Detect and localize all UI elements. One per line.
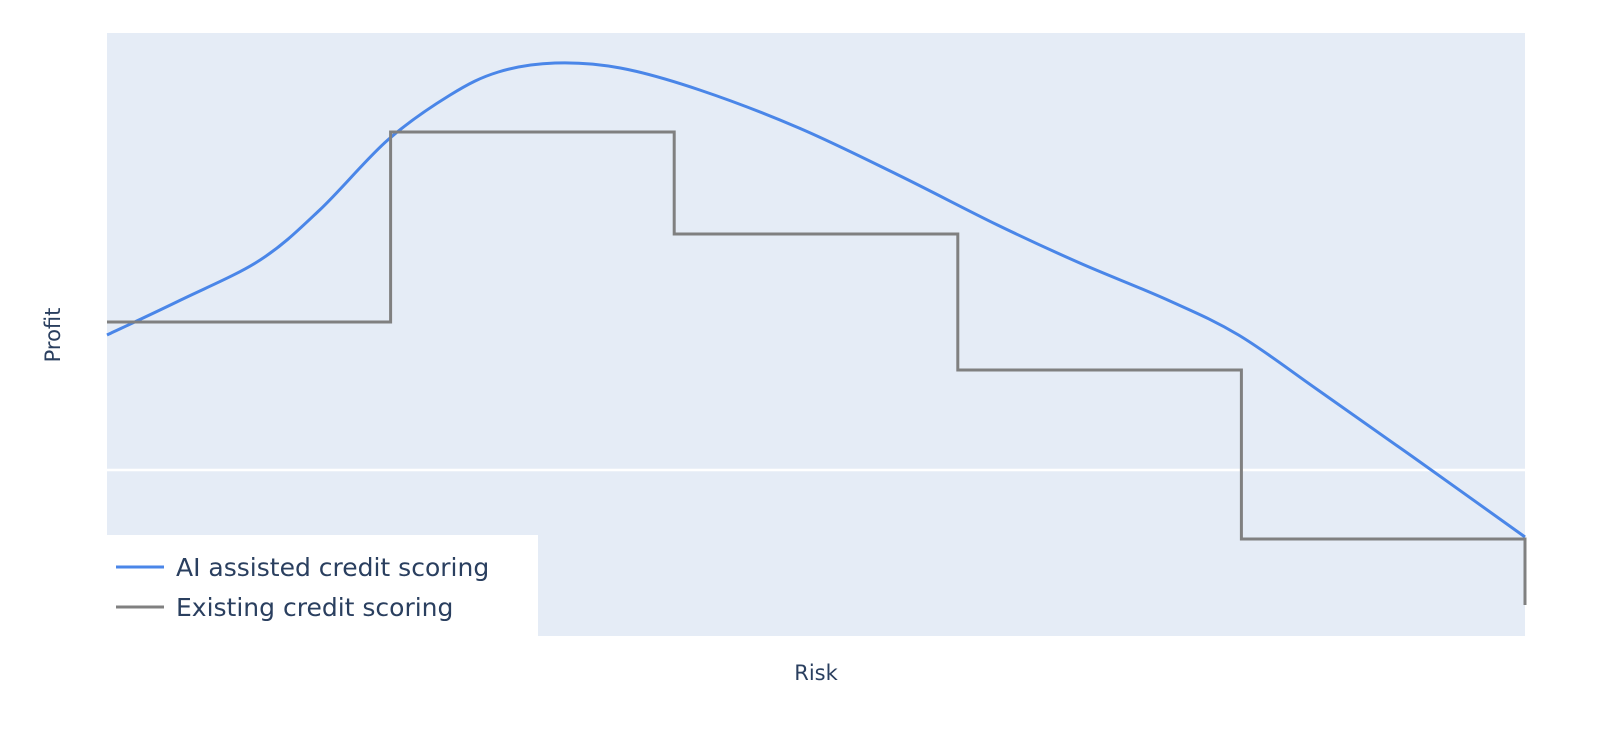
legend-label-ai[interactable]: AI assisted credit scoring (176, 553, 489, 582)
legend[interactable]: AI assisted credit scoring Existing cred… (107, 535, 538, 636)
legend-background (107, 535, 538, 636)
x-axis-title: Risk (794, 661, 838, 685)
series-line-existing[interactable] (107, 130, 1527, 605)
legend-label-existing[interactable]: Existing credit scoring (176, 593, 453, 622)
y-axis-title: Profit (41, 308, 65, 363)
series-line-ai-assisted[interactable] (106, 61, 1526, 539)
